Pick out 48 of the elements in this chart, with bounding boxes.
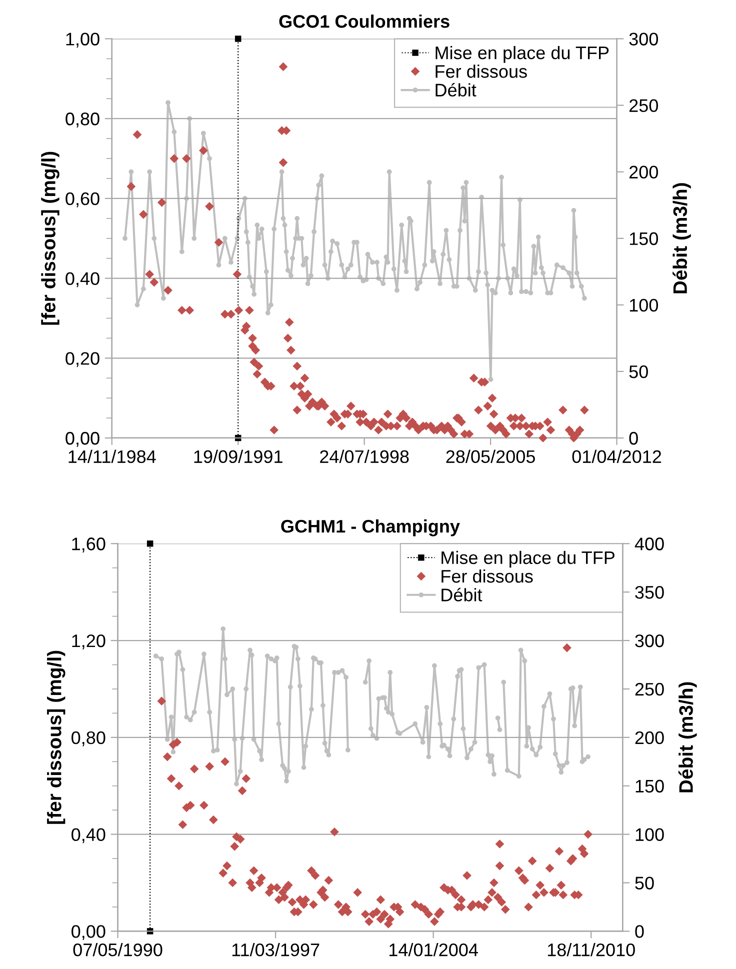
x-tick-label: 01/04/2012 <box>572 450 662 464</box>
y2-tick-label: 50 <box>629 365 648 378</box>
y-tick-label: 0,00 <box>66 432 100 447</box>
x-tick-label: 14/11/1984 <box>68 450 156 464</box>
y-tick-label: 0,40 <box>66 272 100 288</box>
y-tick-label: 0,80 <box>66 112 100 128</box>
x-tick-label: 18/11/2010 <box>548 943 635 956</box>
legend-label: Mise en place du TFP <box>442 550 614 568</box>
x-tick-label: 19/09/1991 <box>194 450 282 464</box>
y2-tick-label: 150 <box>636 780 664 793</box>
y2-tick-label: 200 <box>629 166 658 179</box>
legend-label: Débit <box>442 588 482 602</box>
chart-title: GCO1 Coulommiers <box>279 14 450 28</box>
y2-tick-label: 150 <box>630 232 658 246</box>
legend-label: Mise en place du TFP <box>436 46 609 63</box>
x-tick-label: 24/07/1998 <box>320 450 409 464</box>
y2-tick-label: 250 <box>635 682 664 696</box>
y-tick-label: 0,40 <box>72 828 106 844</box>
legend-label: Fer dissous <box>442 569 533 583</box>
x-tick-label: 28/05/2005 <box>446 450 535 464</box>
y2-tick-label: 0 <box>635 925 644 938</box>
y-axis-title: [fer dissous] (mg/l) <box>41 152 60 325</box>
y-tick-label: 1,60 <box>72 538 106 552</box>
y2-tick-label: 200 <box>635 731 664 744</box>
y-tick-label: 0,60 <box>66 192 100 208</box>
y-tick-label: 1,20 <box>72 634 106 650</box>
y-tick-label: 0,00 <box>72 925 106 940</box>
y2-tick-label: 400 <box>634 538 664 550</box>
y2-tick-label: 350 <box>635 586 664 599</box>
y2-tick-label: 300 <box>629 32 658 46</box>
y2-axis-title: Débit (m3/h) <box>678 682 697 792</box>
chart-title: GCHM1 - Champigny <box>281 519 460 536</box>
legend-label: Fer dissous <box>436 64 527 78</box>
x-tick-label: 11/03/1997 <box>232 943 320 956</box>
y2-tick-label: 100 <box>636 828 664 842</box>
y2-tick-label: 250 <box>629 99 658 112</box>
x-tick-label: 07/05/1990 <box>73 943 162 956</box>
y2-axis-title: Débit (m3/h) <box>672 183 691 294</box>
y-tick-label: 0,20 <box>66 352 100 367</box>
y2-tick-label: 50 <box>635 876 654 890</box>
legend-label: Débit <box>436 83 476 97</box>
y-tick-label: 1,00 <box>66 32 100 48</box>
x-tick-label: 14/01/2004 <box>390 943 478 956</box>
y2-tick-label: 100 <box>630 298 658 312</box>
y2-tick-label: 300 <box>635 634 664 648</box>
y-axis-title: [fer dissous] (mg/l) <box>47 650 66 824</box>
y2-tick-label: 0 <box>629 432 638 445</box>
y-tick-label: 0,80 <box>72 731 106 746</box>
